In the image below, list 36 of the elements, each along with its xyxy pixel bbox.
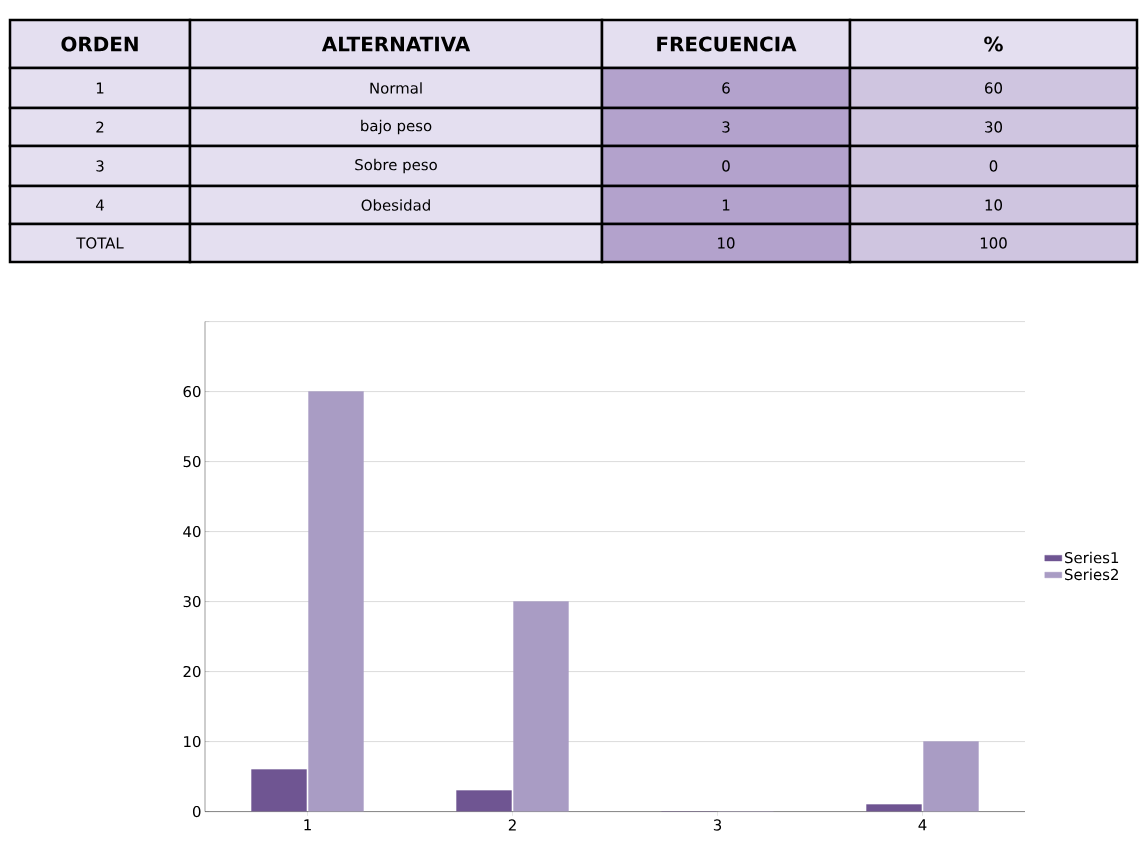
legend-label: Series1 — [1064, 551, 1119, 564]
y-tick-label: 60 — [183, 385, 201, 398]
x-tick-label: 3 — [713, 819, 722, 831]
text: % — [984, 36, 1003, 52]
text: bajo peso — [361, 119, 432, 135]
x-tick-label: 4 — [918, 819, 927, 831]
text: 0 — [989, 160, 998, 172]
text: Obesidad — [361, 199, 430, 211]
text: TOTAL — [76, 237, 124, 249]
text: 2 — [96, 121, 104, 133]
x-tick-label: 2 — [508, 819, 516, 831]
y-tick-label: 10 — [184, 735, 201, 748]
text: 3 — [96, 160, 104, 172]
text: Sobre peso — [355, 158, 437, 174]
text: 3 — [722, 121, 730, 133]
text: FRECUENCIA — [657, 36, 797, 52]
text: ORDEN — [61, 36, 138, 52]
text: 60 — [985, 82, 1003, 94]
text: 100 — [980, 237, 1007, 249]
text: 10 — [985, 199, 1003, 211]
text: 4 — [95, 199, 104, 211]
text: 1 — [96, 82, 104, 94]
x-tick-label: 1 — [304, 819, 311, 831]
text: 1 — [722, 199, 730, 211]
text: Normal — [370, 82, 422, 94]
text: 6 — [722, 82, 730, 94]
text: 10 — [718, 237, 735, 249]
y-tick-label: 40 — [183, 525, 201, 538]
text: 30 — [985, 121, 1003, 133]
y-tick-label: 20 — [183, 665, 201, 678]
text: 0 — [722, 160, 730, 172]
legend-label: Series2 — [1064, 568, 1118, 581]
y-tick-label: 0 — [192, 805, 201, 818]
y-tick-label: 30 — [183, 595, 201, 608]
y-tick-label: 50 — [183, 455, 201, 468]
text: ALTERNATIVA — [321, 36, 471, 52]
